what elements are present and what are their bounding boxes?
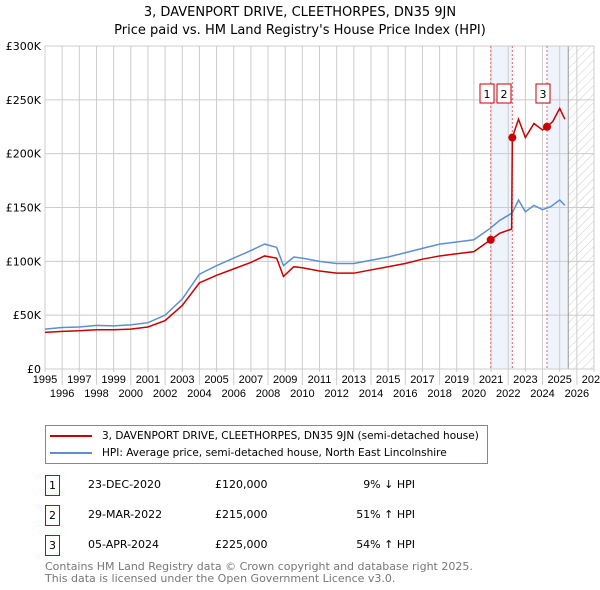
x-tick-label: 2014 — [359, 388, 383, 400]
sale-point — [508, 133, 517, 142]
hpi-line — [44, 198, 566, 330]
sale-marker: 1 — [45, 475, 60, 496]
legend-label: HPI: Average price, semi-detached house,… — [102, 447, 447, 459]
y-tick-label: £150K — [6, 202, 42, 215]
sale-label: 2 — [501, 88, 508, 101]
legend: 3, DAVENPORT DRIVE, CLEETHORPES, DN35 9J… — [45, 425, 488, 464]
x-tick-label: 2016 — [393, 388, 417, 400]
price-chart: 1995 1996 1997 1998 1999 2000 2001 2002 2003 2004… — [6, 40, 600, 400]
y-tick-label: £250K — [6, 94, 42, 107]
sale-row: 3 05-APR-2024 £225,000 54% ↑ HPI — [45, 535, 445, 557]
x-tick-label: 2023 — [513, 374, 537, 386]
legend-item-property: 3, DAVENPORT DRIVE, CLEETHORPES, DN35 9J… — [46, 428, 479, 444]
x-tick-label: 2004 — [187, 388, 211, 400]
x-tick-label: 1995 — [33, 374, 57, 386]
x-tick-label: 2019 — [445, 374, 469, 386]
x-tick-label: 1999 — [101, 374, 125, 386]
x-tick-label: 2027 — [582, 374, 600, 386]
x-tick-label: 2003 — [170, 374, 194, 386]
x-tick-label: 2022 — [496, 388, 520, 400]
sale-hpi-diff: 51% ↑ HPI — [356, 508, 415, 521]
sale-label: 1 — [484, 88, 491, 101]
sale-date: 23-DEC-2020 — [88, 478, 162, 491]
sale-label-box — [479, 83, 495, 104]
x-tick-label: 1996 — [50, 388, 74, 400]
x-tick-label: 2026 — [565, 388, 589, 400]
y-tick-label: £0 — [27, 363, 41, 376]
plot-frame — [44, 45, 595, 370]
sale-price: £120,000 — [215, 478, 268, 491]
x-tick-label: 2017 — [410, 374, 434, 386]
y-tick-label: £100K — [6, 255, 42, 268]
sale-marker: 2 — [45, 505, 60, 526]
y-tick-label: £300K — [6, 40, 42, 53]
x-tick-label: 2011 — [308, 374, 332, 386]
sale-marker: 3 — [45, 535, 60, 556]
x-tick-label: 2005 — [204, 374, 228, 386]
legend-item-hpi: HPI: Average price, semi-detached house,… — [46, 445, 447, 461]
x-tick-label: 2020 — [462, 388, 486, 400]
x-tick-label: 1997 — [67, 374, 91, 386]
sale-price: £225,000 — [215, 538, 268, 551]
x-tick-label: 2025 — [547, 374, 571, 386]
sale-row: 1 23-DEC-2020 £120,000 9% ↓ HPI — [45, 475, 445, 497]
sale-hpi-diff: 9% ↓ HPI — [363, 478, 415, 491]
sale-date: 29-MAR-2022 — [88, 508, 163, 521]
sale-label-box — [535, 83, 551, 104]
legend-label: 3, DAVENPORT DRIVE, CLEETHORPES, DN35 9J… — [102, 430, 479, 442]
sale-date: 05-APR-2024 — [88, 538, 160, 551]
property-price-line — [44, 106, 566, 334]
x-tick-label: 1998 — [84, 388, 108, 400]
footer-line: This data is licensed under the Open Gov… — [45, 572, 396, 585]
chart-title: 3, DAVENPORT DRIVE, CLEETHORPES, DN35 9J… — [143, 5, 457, 20]
x-tick-label: 2008 — [256, 388, 280, 400]
x-tick-label: 2015 — [376, 374, 400, 386]
x-tick-label: 2021 — [479, 374, 503, 386]
sale-point — [486, 235, 495, 244]
x-tick-label: 2001 — [136, 374, 160, 386]
footer: Contains HM Land Registry data © Crown c… — [45, 561, 473, 585]
sale-price: £215,000 — [215, 508, 268, 521]
x-tick-label: 2007 — [239, 374, 263, 386]
x-tick-label: 2018 — [427, 388, 451, 400]
sale-label-box — [496, 83, 512, 104]
footer-line: Contains HM Land Registry data © Crown c… — [45, 560, 473, 573]
y-tick-label: £50K — [13, 309, 42, 322]
chart-subtitle: Price paid vs. HM Land Registry's House … — [114, 23, 486, 38]
x-tick-label: 2006 — [221, 388, 245, 400]
sale-point — [542, 122, 551, 131]
x-tick-label: 2013 — [342, 374, 366, 386]
x-tick-label: 2012 — [324, 388, 348, 400]
x-tick-label: 2000 — [119, 388, 143, 400]
sale-label: 3 — [540, 88, 547, 101]
sale-row: 2 29-MAR-2022 £215,000 51% ↑ HPI — [45, 505, 445, 527]
x-tick-label: 2024 — [530, 388, 554, 400]
sale-hpi-diff: 54% ↑ HPI — [356, 538, 415, 551]
x-tick-label: 2010 — [290, 388, 314, 400]
x-tick-label: 2009 — [273, 374, 297, 386]
x-tick-label: 2002 — [153, 388, 177, 400]
y-tick-label: £200K — [6, 148, 42, 161]
